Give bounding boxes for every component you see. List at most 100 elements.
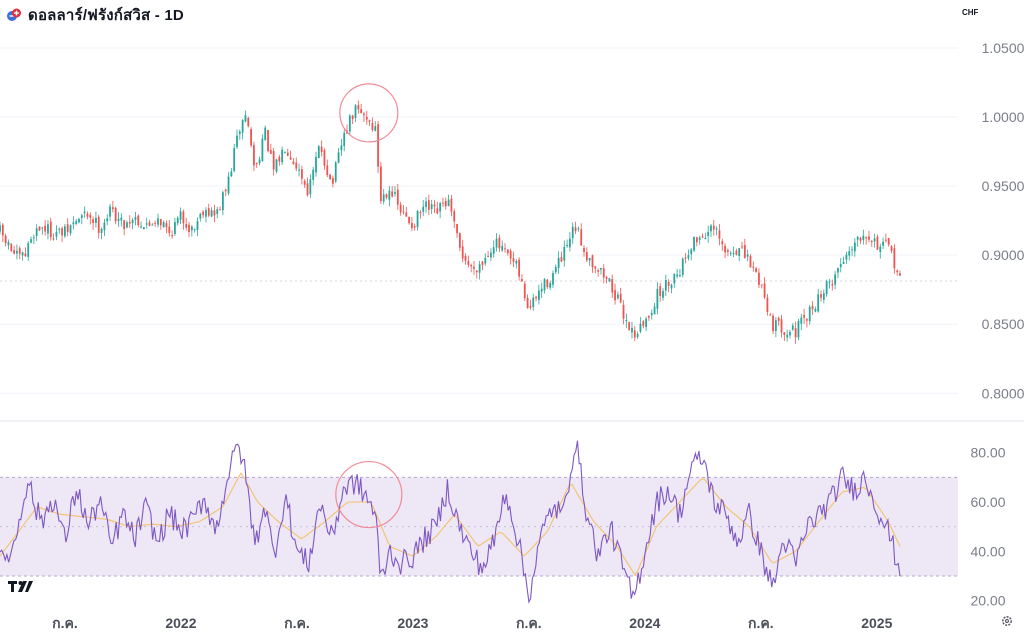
candle-body xyxy=(786,334,789,338)
candle-body xyxy=(174,222,176,235)
candle-body xyxy=(162,222,165,228)
candle-body xyxy=(185,224,188,228)
candle-body xyxy=(422,206,425,212)
candle-body xyxy=(529,306,532,308)
candle-body xyxy=(879,246,882,252)
candle-body xyxy=(261,138,264,162)
candle-body xyxy=(749,256,752,268)
candle-body xyxy=(560,257,563,262)
candle-body xyxy=(704,237,707,240)
candle-body xyxy=(75,221,78,224)
candle-body xyxy=(552,273,554,285)
candle-body xyxy=(295,162,298,169)
candle-body xyxy=(140,226,142,228)
rsi-annotation-circle xyxy=(335,460,403,529)
chart-header: ดอลลาร์/ฟรังก์สวิส - 1D xyxy=(6,4,184,26)
candle-body xyxy=(405,212,408,217)
chart-title: ดอลลาร์/ฟรังก์สวิส - 1D xyxy=(28,7,184,24)
candle-body xyxy=(168,226,171,233)
candle-body xyxy=(7,241,10,246)
candle-body xyxy=(157,218,159,225)
candle-body xyxy=(831,283,834,286)
candle-body xyxy=(363,113,365,116)
currency-badge[interactable]: CHF xyxy=(962,8,979,17)
candle-body xyxy=(306,183,309,196)
candle-body xyxy=(600,267,602,270)
candle-body xyxy=(789,332,791,336)
candle-body xyxy=(241,119,244,133)
candle-body xyxy=(794,328,797,338)
candle-body xyxy=(588,257,591,261)
candle-body xyxy=(526,297,529,309)
candle-body xyxy=(442,202,444,204)
candle-body xyxy=(738,248,741,256)
candle-body xyxy=(729,252,732,254)
candle-body xyxy=(693,236,695,251)
candle-body xyxy=(755,268,758,272)
candle-body xyxy=(202,211,205,216)
candle-body xyxy=(47,224,49,234)
candle-body xyxy=(707,231,710,236)
candle-body xyxy=(213,210,216,216)
candle-body xyxy=(583,247,585,252)
candle-body xyxy=(317,146,320,159)
candle-body xyxy=(484,257,487,264)
candle-body xyxy=(111,207,114,210)
candle-body xyxy=(382,194,385,202)
candle-body xyxy=(631,327,633,333)
candle-body xyxy=(52,238,55,240)
candle-body xyxy=(272,151,275,170)
candle-body xyxy=(549,282,552,288)
candle-body xyxy=(882,241,884,246)
candle-body xyxy=(4,235,7,244)
candle-body xyxy=(865,237,868,239)
candle-body xyxy=(131,219,134,224)
candle-body xyxy=(332,178,334,184)
gear-icon[interactable] xyxy=(1001,615,1013,627)
candle-body xyxy=(659,286,662,296)
candle-body xyxy=(642,321,645,326)
candle-body xyxy=(633,330,636,338)
candle-body xyxy=(120,217,123,221)
candle-body xyxy=(619,293,622,303)
candle-body xyxy=(837,267,839,273)
candle-body xyxy=(664,280,667,291)
candle-body xyxy=(329,174,331,180)
candle-body xyxy=(100,228,103,233)
candle-body xyxy=(758,272,760,285)
candle-body xyxy=(585,252,588,261)
candle-body xyxy=(253,145,255,166)
candle-body xyxy=(196,221,199,231)
candle-body xyxy=(727,250,729,252)
candle-body xyxy=(176,217,179,224)
candle-body xyxy=(591,255,594,268)
tradingview-logo-icon[interactable] xyxy=(8,580,34,594)
candle-body xyxy=(563,246,566,261)
candle-body xyxy=(481,261,484,265)
price-axis-tick: 0.8000 xyxy=(982,385,1024,401)
candle-body xyxy=(498,237,501,249)
candle-body xyxy=(244,115,247,122)
candle-body xyxy=(44,225,47,232)
candle-body xyxy=(109,206,111,217)
candle-body xyxy=(354,105,357,119)
candle-body xyxy=(828,281,831,283)
candle-body xyxy=(402,211,405,213)
candle-body xyxy=(735,250,738,255)
candle-body xyxy=(430,204,433,210)
candle-body xyxy=(255,162,258,165)
candle-body xyxy=(803,314,805,318)
candle-body xyxy=(230,171,233,177)
candle-body xyxy=(512,258,515,262)
candle-body xyxy=(859,237,862,241)
candle-body xyxy=(515,260,518,264)
candle-body xyxy=(636,334,639,337)
candle-body xyxy=(546,279,549,288)
candle-body xyxy=(55,232,58,237)
candle-body xyxy=(303,181,306,185)
candle-body xyxy=(92,219,95,224)
candle-body xyxy=(224,189,227,192)
candle-body xyxy=(284,152,286,154)
candle-body xyxy=(371,122,374,130)
